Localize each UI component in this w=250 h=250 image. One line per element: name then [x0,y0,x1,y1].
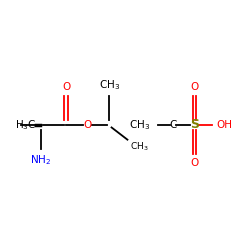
Text: OH: OH [217,120,233,130]
Text: NH$_2$: NH$_2$ [30,153,51,167]
Text: H$_3$C: H$_3$C [15,118,36,132]
Text: CH$_3$: CH$_3$ [98,78,120,92]
Text: O: O [190,158,199,168]
Text: O: O [83,120,91,130]
Text: O: O [62,82,70,92]
Text: CH$_3$: CH$_3$ [130,118,151,132]
Text: C: C [169,120,176,130]
Text: CH$_3$: CH$_3$ [130,141,148,154]
Text: O: O [190,82,199,92]
Text: S: S [190,118,199,132]
